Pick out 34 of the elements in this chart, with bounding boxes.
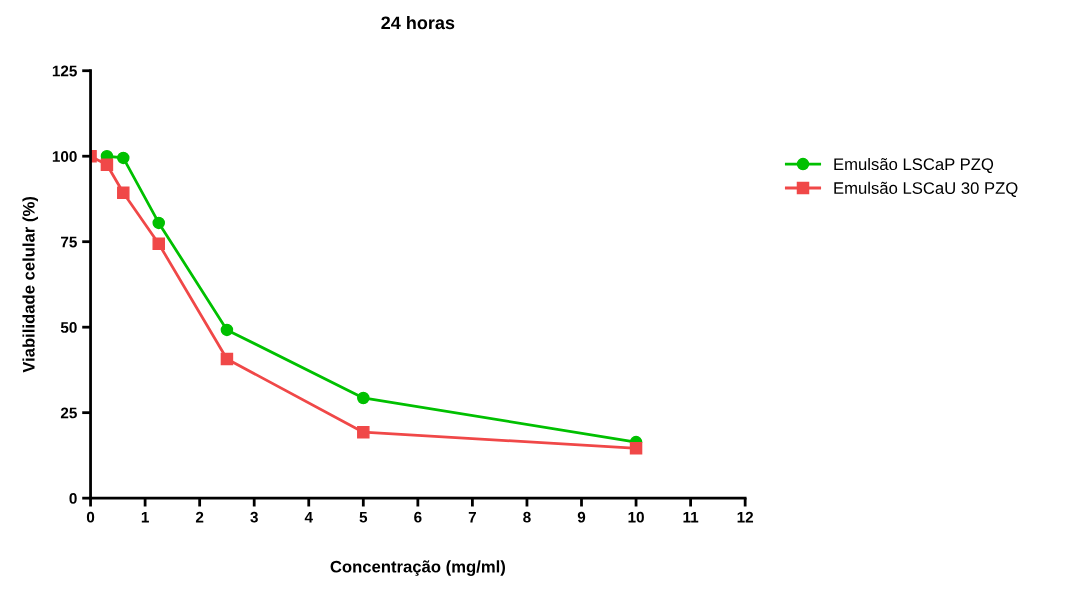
x-tick-label: 0 bbox=[86, 511, 95, 523]
x-tick-label: 8 bbox=[523, 511, 531, 523]
point bbox=[117, 151, 130, 165]
y-tick-label: 125 bbox=[52, 65, 77, 77]
point bbox=[220, 352, 234, 366]
x-tick-label: 12 bbox=[737, 511, 754, 523]
y-tick-label: 25 bbox=[60, 407, 77, 419]
point bbox=[152, 216, 165, 230]
x-tick-label: 11 bbox=[683, 511, 699, 523]
y-tick-label: 100 bbox=[52, 151, 77, 162]
x-axis-title: Concentração (mg/ml) bbox=[330, 560, 506, 576]
x-tick-label: 2 bbox=[195, 511, 204, 523]
legend-label: Emulsão LSCaU 30 PZQ bbox=[834, 181, 1018, 197]
point bbox=[117, 186, 130, 200]
legend-label: Emulsão LSCaP PZQ bbox=[834, 157, 994, 174]
x-tick-label: 6 bbox=[414, 511, 422, 523]
point bbox=[629, 441, 643, 455]
x-tick-label: 3 bbox=[250, 511, 258, 523]
point bbox=[357, 391, 370, 405]
x-tick-label: 10 bbox=[628, 511, 644, 523]
x-tick-label: 5 bbox=[359, 511, 368, 523]
y-tick-label: 50 bbox=[60, 322, 77, 333]
point bbox=[100, 158, 114, 172]
point bbox=[220, 323, 234, 337]
chart-title: 24 horas bbox=[381, 15, 455, 30]
x-tick-label: 4 bbox=[304, 511, 313, 523]
x-tick-label: 1 bbox=[141, 511, 149, 523]
x-tick-label: 9 bbox=[577, 511, 586, 523]
y-axis-title: Viabilidade celular (%) bbox=[22, 196, 38, 373]
point bbox=[152, 237, 165, 250]
y-tick-label: 0 bbox=[69, 493, 77, 504]
x-tick-label: 7 bbox=[468, 511, 476, 523]
y-tick-label: 75 bbox=[61, 236, 77, 248]
point bbox=[357, 425, 370, 439]
